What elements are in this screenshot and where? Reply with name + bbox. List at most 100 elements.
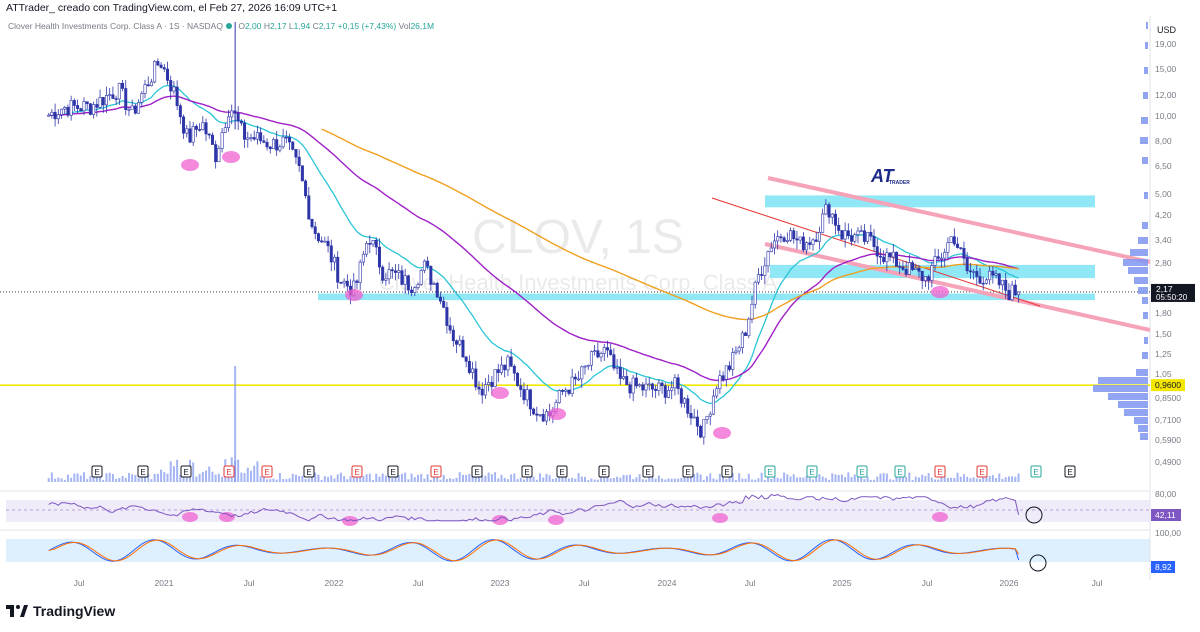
earnings-marker: E [976,465,988,478]
earnings-marker: E [894,465,906,478]
volume-bar [908,472,911,482]
candle-body [862,230,866,242]
rsi-pane [6,493,1150,524]
volume-bar [799,477,802,482]
candle-body [593,350,597,352]
volume-bar [991,475,994,482]
candle-body [355,280,359,283]
volume-bar [773,476,776,482]
volume-bar [715,479,718,482]
volume-bar [471,474,474,482]
candle-body [538,414,542,416]
stochastic-pane [48,539,1047,572]
stoch-circle [1029,554,1047,572]
candle-body [769,247,773,253]
volume-bar [375,473,378,482]
volume-bar [706,476,709,482]
volume-bar [645,479,648,482]
candle-body [487,381,491,385]
candle-body [927,276,931,281]
candle-body [156,61,160,66]
price-axis[interactable]: 19,00 15,00 12,00 10,00 8,00 6,50 5,00 4,20 3,40… [1151,39,1195,573]
candle-body [859,230,863,232]
volume-bar [696,472,699,482]
candle-body [284,136,288,139]
volume-bar [461,474,464,482]
candle-body [586,364,590,367]
earnings-label: E [979,468,984,477]
volume-bar [352,473,355,482]
volume-bar [214,474,217,482]
volume-bar [837,474,840,482]
volume-bar [378,476,381,482]
logo-subtext: TRADER [889,180,910,186]
earnings-label: E [1033,468,1038,477]
channel-lower-line [764,242,1151,332]
candle-body [984,279,988,284]
tradingview-logo-icon [6,605,28,617]
candle-body [795,238,799,241]
volume-bar [577,473,580,482]
open-value: 2,00 [244,21,262,31]
rsi-marker [548,515,564,525]
candle-body [313,226,317,234]
volume-bar [542,477,545,482]
volume-bar [259,476,262,482]
low-value: 1,94 [293,21,311,31]
volume-profile-bar [1108,393,1148,400]
volume-bar [497,478,500,482]
volume-bar [333,478,336,482]
volume-bar [654,478,657,482]
volume-bar [484,475,487,482]
candle-body [265,142,269,148]
candle-body [1010,284,1014,301]
candle-body [477,386,481,390]
candle-body [377,246,381,268]
candle-body [390,269,394,272]
candle-body [368,243,372,245]
volume-bar [757,478,760,482]
volume-bar [802,477,805,482]
volume-bar [336,474,339,482]
earnings-marker: E [521,465,533,478]
volume-bar [760,472,763,482]
rsi-marker [712,513,728,523]
volume-bar [102,479,105,482]
time-tick-label: Jul [244,578,255,588]
volume-bars [47,366,1020,482]
candle-body [281,136,285,148]
candle-body [647,383,651,386]
candle-body [490,381,494,387]
volume-bar [70,477,73,482]
volume-bar [343,476,346,482]
pivot-marker [548,408,566,420]
candle-body [679,388,683,404]
candle-body [53,111,57,120]
earnings-marker: E [764,465,776,478]
earnings-box [682,465,694,478]
volume-bar [722,474,725,482]
candle-body [416,284,420,288]
tradingview-footer: TradingView [6,603,115,619]
candle-body [153,61,157,83]
time-axis[interactable]: Jul 2021 Jul 2022 Jul 2023 Jul 2024 Jul 2025 Jul 20… [74,578,1103,588]
candle-body [817,232,821,242]
volume-bar [924,475,927,482]
candle-body [602,347,606,354]
candle-body [127,108,131,111]
volume-bar [625,475,628,482]
volume-bar [776,477,779,482]
volume-bar [211,471,214,482]
candle-body [461,339,465,358]
earnings-box [1030,465,1042,478]
volume-bar [966,476,969,482]
volume-bar [680,477,683,482]
volume-bar [699,474,702,482]
logo-text: AT [870,166,896,186]
volume-bar [885,473,888,482]
candle-body [522,389,526,401]
volume-bar [641,479,644,482]
candle-body [101,97,105,106]
candle-body [638,384,642,387]
